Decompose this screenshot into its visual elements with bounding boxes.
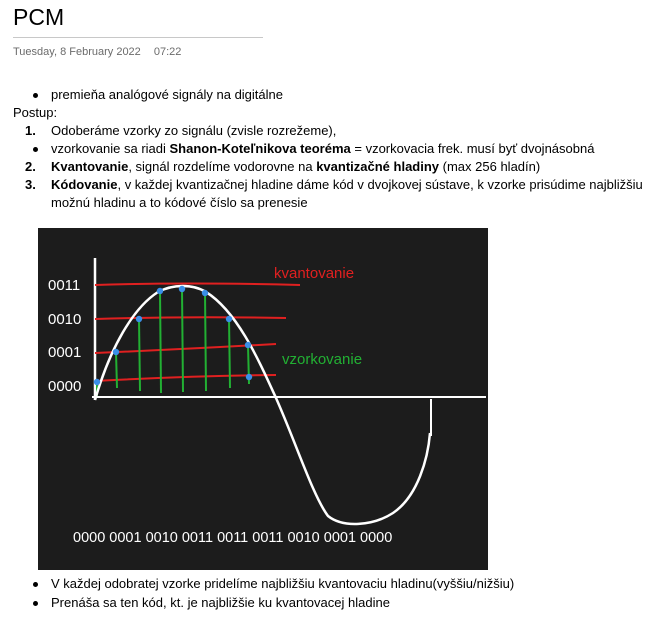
bullet-dot [33, 93, 38, 98]
pcm-diagram-svg: 0011 0010 0001 0000 kvantovanie vzorkova… [48, 258, 486, 546]
level-label: 0010 [48, 311, 81, 328]
kvantovanie-label: kvantovanie [274, 265, 354, 282]
sample-point [178, 285, 186, 293]
step-3-text: Kódovanie, v každej kvantizačnej hladine… [51, 177, 643, 192]
bullet-dot [33, 147, 38, 152]
title-divider [13, 37, 263, 38]
quant-line-0011 [94, 282, 301, 286]
level-label: 0001 [48, 344, 81, 361]
after-bullet-2: Prenáša sa ten kód, kt. je najbližšie ku… [51, 595, 390, 610]
step-3-text-line2: možnú hladinu a to kódové číslo sa prene… [51, 195, 308, 210]
sample-point [225, 315, 233, 323]
sample-point [135, 315, 143, 323]
sample-line [138, 318, 141, 392]
code-sequence: 0000 0001 0010 0011 0011 0011 0010 0001 … [73, 530, 392, 546]
sample-line [181, 288, 184, 393]
sample-point [244, 341, 252, 349]
page-meta: Tuesday, 8 February 2022 07:22 [13, 46, 181, 58]
bullet-dot [33, 582, 38, 587]
step-1-sub-text: vzorkovanie sa riadi Shanon-Koteľnikova … [51, 141, 595, 156]
sample-point [201, 289, 209, 297]
sample-line [204, 291, 207, 392]
sample-point [156, 287, 164, 295]
level-label: 0000 [48, 378, 81, 395]
step-number: 2. [25, 159, 36, 174]
pcm-diagram: 0011 0010 0001 0000 kvantovanie vzorkova… [38, 228, 488, 570]
page-date: Tuesday, 8 February 2022 [13, 46, 141, 58]
level-label: 0011 [48, 277, 80, 294]
level-labels: 0011 0010 0001 0000 [48, 277, 81, 395]
sample-point [245, 373, 253, 381]
bullet-dot [33, 601, 38, 606]
step-number: 3. [25, 177, 36, 192]
step-1-text: Odoberáme vzorky zo signálu (zvisle rozr… [51, 123, 337, 138]
sample-point [93, 378, 101, 386]
intro-bullet-text: premieňa analógové signály na digitálne [51, 87, 283, 102]
after-bullet-1: V každej odobratej vzorke pridelíme najb… [51, 576, 515, 591]
step-number: 1. [25, 123, 36, 138]
postup-label: Postup: [13, 105, 58, 120]
quant-line-0010 [94, 316, 287, 320]
sample-point [112, 348, 120, 356]
quantization-lines [94, 282, 301, 382]
vzorkovanie-label: vzorkovanie [282, 351, 362, 368]
sample-points [93, 285, 253, 386]
sample-line [228, 317, 231, 389]
step-2-text: Kvantovanie, signál rozdelíme vodorovne … [51, 159, 541, 174]
page-title: PCM [13, 4, 65, 30]
signal-curve [93, 284, 432, 526]
sample-line [159, 290, 162, 394]
sample-line [115, 351, 118, 389]
page-time: 07:22 [153, 46, 182, 58]
